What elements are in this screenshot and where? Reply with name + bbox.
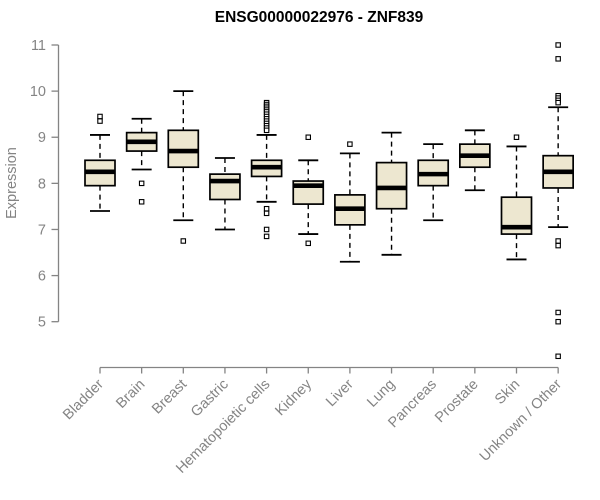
outlier-point — [180, 238, 187, 244]
boxplot-hematopoietic-cells — [250, 99, 283, 240]
y-axis-title: Expression — [4, 147, 20, 219]
outlier-point — [555, 42, 561, 48]
boxplot-lung — [375, 131, 408, 256]
boxplot-skin — [500, 134, 533, 261]
x-axis-category-label-breast: Breast — [149, 377, 190, 418]
boxplot-brain — [125, 117, 158, 205]
outlier-point — [305, 240, 311, 247]
boxplot-breast — [167, 90, 200, 244]
x-axis-category-label-kidney: Kidney — [272, 376, 315, 419]
outlier-point — [555, 56, 561, 62]
outlier-point — [97, 118, 103, 124]
outlier-point — [263, 127, 270, 134]
outlier-point — [555, 309, 561, 316]
iqr-box — [375, 161, 408, 210]
outlier-point — [263, 210, 270, 217]
y-axis-tick-label: 9 — [38, 130, 46, 146]
y-axis-tick-label: 10 — [30, 84, 46, 100]
boxplot-unknown-other — [542, 42, 575, 360]
outlier-point — [555, 238, 561, 244]
outlier-point — [555, 99, 561, 106]
y-axis-tick-label: 11 — [31, 38, 46, 54]
outlier-point — [263, 205, 270, 212]
chart-title: ENSG00000022976 - ZNF839 — [215, 9, 424, 26]
y-axis-tick-label: 5 — [38, 315, 46, 331]
x-axis-category-label-skin: Skin — [492, 377, 523, 408]
outlier-point — [138, 199, 145, 205]
outlier-point — [263, 233, 270, 240]
outlier-point — [555, 318, 561, 325]
x-axis-category-label-lung: Lung — [364, 377, 398, 411]
outlier-point — [138, 180, 145, 187]
outlier-point — [555, 353, 561, 360]
boxplot-liver — [334, 141, 366, 263]
y-axis-tick-label: 7 — [38, 222, 46, 238]
y-axis-tick-label: 6 — [38, 269, 46, 285]
iqr-box — [167, 129, 200, 169]
outlier-point — [555, 242, 561, 249]
y-axis-tick-label: 8 — [38, 176, 46, 192]
boxplot-kidney — [292, 134, 325, 247]
boxplot-gastric — [209, 157, 241, 231]
outlier-point — [305, 134, 311, 140]
iqr-box — [209, 173, 241, 201]
outlier-point — [263, 226, 270, 233]
outlier-point — [513, 134, 520, 140]
outlier-point — [97, 113, 103, 120]
boxplot-pancreas — [417, 143, 450, 222]
outlier-point — [347, 141, 353, 147]
x-axis-category-label-bladder: Bladder — [60, 376, 107, 423]
boxplot-bladder — [84, 113, 116, 212]
plot-area — [84, 42, 575, 360]
x-axis-category-label-prostate: Prostate — [432, 377, 481, 426]
x-axis-category-label-brain: Brain — [113, 377, 148, 412]
boxplot-prostate — [459, 129, 491, 192]
x-axis-category-label-liver: Liver — [323, 376, 357, 410]
